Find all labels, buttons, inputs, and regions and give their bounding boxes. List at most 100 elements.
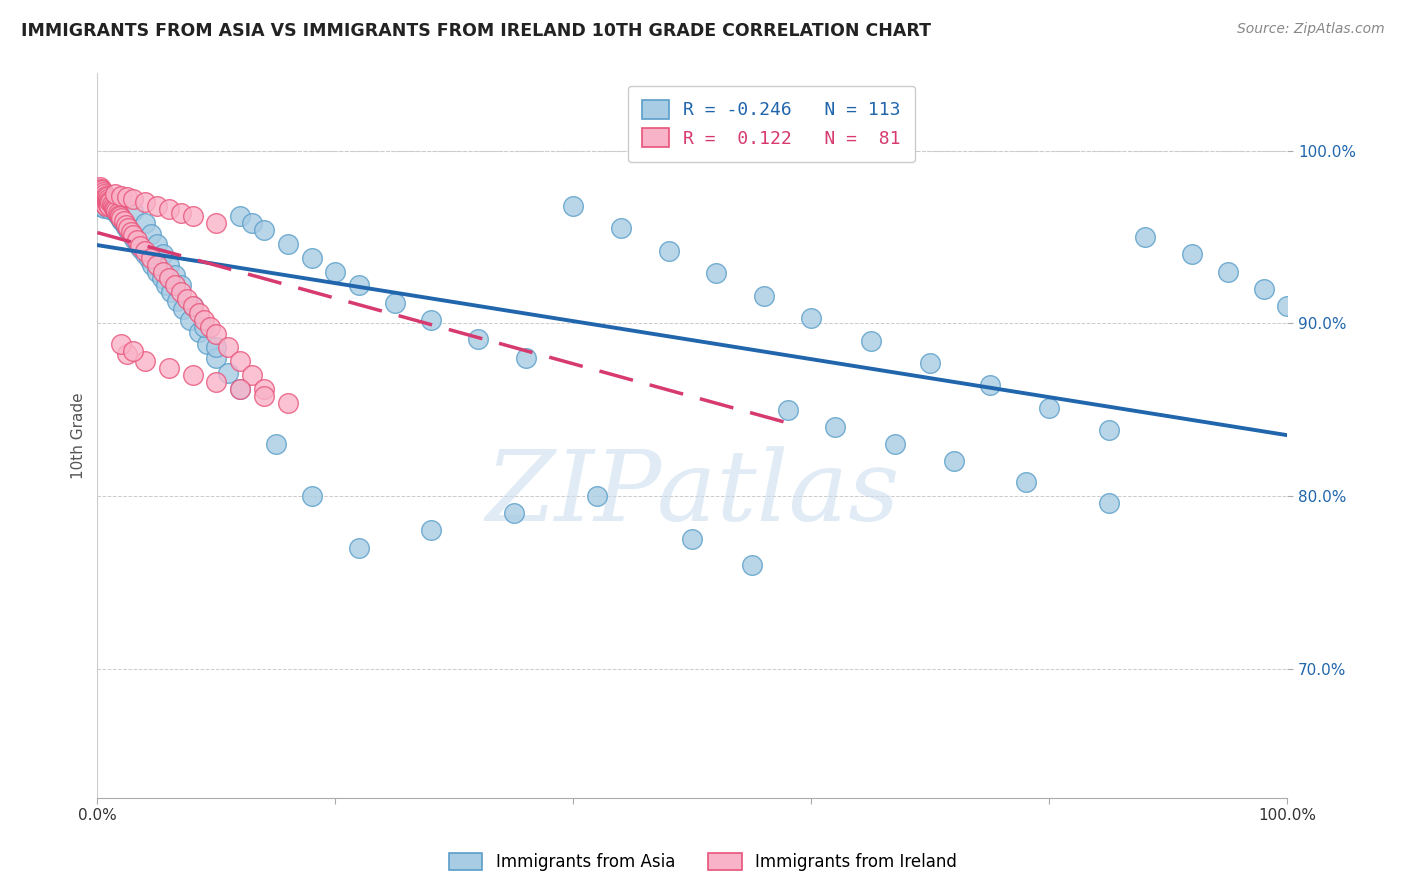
- Point: [166, 293, 188, 308]
- Point: [107, 208, 129, 222]
- Point: [169, 278, 191, 293]
- Point: [163, 268, 186, 282]
- Point: [181, 299, 204, 313]
- Point: [90, 181, 112, 195]
- Point: [187, 325, 209, 339]
- Point: [90, 188, 112, 202]
- Point: [1253, 282, 1275, 296]
- Point: [103, 201, 125, 215]
- Point: [115, 219, 138, 234]
- Point: [157, 271, 180, 285]
- Point: [91, 197, 114, 211]
- Point: [741, 144, 763, 158]
- Point: [90, 194, 112, 208]
- Point: [114, 218, 136, 232]
- Point: [134, 195, 156, 210]
- Point: [200, 319, 222, 334]
- Point: [122, 192, 145, 206]
- Point: [87, 190, 110, 204]
- Point: [169, 206, 191, 220]
- Point: [97, 201, 120, 215]
- Point: [160, 285, 183, 300]
- Point: [347, 278, 370, 293]
- Point: [90, 199, 112, 213]
- Point: [586, 489, 609, 503]
- Point: [146, 199, 169, 213]
- Point: [91, 188, 114, 202]
- Point: [131, 242, 153, 256]
- Point: [103, 202, 125, 217]
- Point: [217, 367, 239, 381]
- Point: [610, 221, 633, 235]
- Point: [122, 204, 145, 219]
- Point: [93, 201, 115, 215]
- Point: [229, 354, 252, 368]
- Point: [146, 264, 169, 278]
- Point: [138, 252, 160, 267]
- Point: [139, 251, 162, 265]
- Point: [658, 244, 681, 258]
- Legend: R = -0.246   N = 113, R =  0.122   N =  81: R = -0.246 N = 113, R = 0.122 N = 81: [627, 86, 915, 162]
- Point: [91, 194, 114, 208]
- Point: [87, 181, 110, 195]
- Point: [562, 199, 585, 213]
- Point: [146, 258, 169, 272]
- Point: [467, 332, 489, 346]
- Point: [229, 382, 252, 396]
- Point: [91, 185, 114, 199]
- Point: [1098, 423, 1121, 437]
- Point: [93, 192, 115, 206]
- Point: [93, 195, 115, 210]
- Point: [91, 194, 114, 208]
- Point: [89, 185, 111, 199]
- Point: [134, 354, 156, 368]
- Text: ZIPatlas: ZIPatlas: [485, 446, 900, 541]
- Point: [181, 368, 204, 383]
- Point: [150, 271, 173, 285]
- Point: [1098, 496, 1121, 510]
- Point: [110, 211, 132, 225]
- Point: [125, 234, 148, 248]
- Point: [104, 204, 127, 219]
- Point: [108, 211, 131, 225]
- Point: [187, 306, 209, 320]
- Point: [277, 236, 299, 251]
- Point: [98, 194, 121, 208]
- Point: [193, 319, 215, 334]
- Point: [253, 389, 276, 403]
- Point: [115, 347, 138, 361]
- Point: [89, 186, 111, 201]
- Point: [97, 194, 120, 208]
- Point: [752, 288, 775, 302]
- Point: [139, 227, 162, 241]
- Point: [229, 382, 252, 396]
- Point: [91, 199, 114, 213]
- Point: [105, 204, 128, 219]
- Point: [1181, 247, 1204, 261]
- Point: [384, 295, 406, 310]
- Point: [152, 247, 174, 261]
- Point: [91, 192, 114, 206]
- Point: [1014, 475, 1036, 490]
- Point: [205, 341, 228, 355]
- Point: [97, 197, 120, 211]
- Point: [112, 214, 135, 228]
- Point: [195, 337, 218, 351]
- Point: [176, 292, 198, 306]
- Point: [100, 197, 122, 211]
- Point: [90, 192, 112, 206]
- Point: [122, 343, 145, 358]
- Point: [128, 238, 150, 252]
- Point: [277, 395, 299, 409]
- Point: [920, 356, 942, 370]
- Point: [217, 341, 239, 355]
- Point: [98, 202, 121, 217]
- Point: [87, 186, 110, 201]
- Point: [107, 208, 129, 222]
- Point: [325, 264, 347, 278]
- Point: [89, 192, 111, 206]
- Point: [129, 238, 152, 252]
- Point: [101, 201, 124, 215]
- Point: [181, 209, 204, 223]
- Point: [205, 375, 228, 389]
